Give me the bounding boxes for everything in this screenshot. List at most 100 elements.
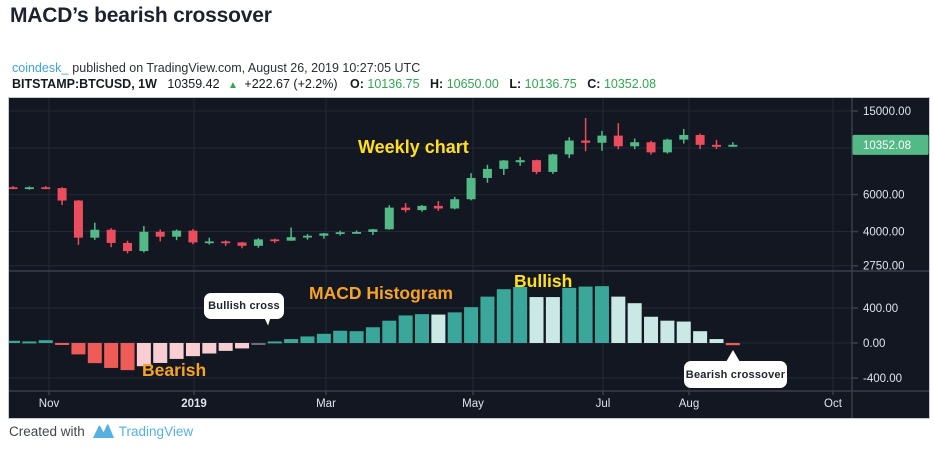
price-chart-plot[interactable]: 15000.00 6000.00 4000.00 2750.00 400.00 0.00 -… [9, 98, 929, 418]
close-value: 10352.08 [603, 77, 657, 91]
candle [564, 140, 574, 155]
candle [139, 231, 149, 252]
candle [417, 205, 427, 211]
macd-bar [611, 296, 626, 343]
tradingview-link[interactable]: TradingView [118, 423, 194, 439]
macd-bar [185, 343, 200, 357]
byline-text: published on TradingView.com, August 26,… [72, 61, 421, 75]
macd-bar [267, 341, 282, 344]
bearish-crossover-text: Bearish crossover [685, 368, 786, 381]
low-label: L: [509, 77, 522, 91]
macd-bar [87, 343, 102, 364]
macd-bar [496, 289, 511, 343]
candle [384, 207, 394, 230]
page-title: MACD’s bearish crossover [10, 4, 272, 27]
macd-bar [300, 336, 315, 343]
price-axis-label: 0.00 [863, 338, 885, 350]
weekly-chart-label: Weekly chart [358, 137, 469, 157]
candle [155, 231, 165, 237]
macd-bar [382, 320, 397, 343]
macd-bar [464, 307, 479, 343]
price-axis-label: 6000.00 [863, 190, 905, 202]
macd-histogram-label: MACD Histogram [309, 283, 453, 303]
macd-bar [676, 321, 691, 343]
candle [532, 160, 542, 172]
callout-tail [726, 350, 740, 362]
price-axis-label: 400.00 [863, 303, 898, 315]
candle [204, 241, 214, 244]
candle [711, 144, 721, 147]
time-axis-label: May [462, 398, 484, 410]
macd-bar [235, 343, 250, 349]
time-axis-label: Nov [39, 398, 60, 410]
macd-bar [38, 340, 53, 343]
macd-bar [562, 287, 577, 343]
candle [368, 229, 378, 233]
footer: Created with TradingView [9, 423, 193, 439]
chart-canvas[interactable]: 15000.00 6000.00 4000.00 2750.00 400.00 0.00 -… [8, 97, 930, 419]
macd-bar [22, 341, 37, 344]
macd-bar [447, 312, 462, 343]
macd-bar [136, 343, 151, 367]
macd-bar [431, 314, 446, 343]
ticker-change: +222.67 (+2.2%) [244, 77, 338, 91]
candle [613, 135, 623, 147]
candle [73, 200, 83, 238]
bullish-cross-text: Bullish cross [208, 300, 280, 312]
candle [499, 160, 509, 169]
macd-bar [349, 331, 364, 343]
bullish-cross-callout: Bullish cross [204, 293, 284, 334]
author-link[interactable]: coindesk_ [12, 61, 69, 75]
close-label: C: [587, 77, 601, 91]
price-badge-label: 10352.08 [863, 140, 911, 152]
tradingview-logo-icon [92, 424, 114, 438]
open-value: 10136.75 [367, 77, 420, 91]
candle [237, 242, 247, 246]
candle [188, 230, 198, 243]
macd-bar [202, 343, 217, 354]
macd-bar [480, 296, 495, 343]
bearish-label: Bearish [142, 360, 207, 380]
price-axis-label: 2750.00 [863, 261, 905, 273]
macd-bar [529, 297, 544, 343]
candle [401, 207, 411, 211]
price-badge [852, 134, 929, 155]
price-axis-label: 4000.00 [863, 227, 905, 239]
candle [352, 232, 362, 234]
macd-bar [644, 316, 659, 343]
candle [253, 239, 263, 246]
bearish-crossover-callout: Bearish crossover [684, 350, 787, 388]
up-arrow-icon: ▲ [228, 80, 238, 91]
macd-bar [398, 315, 413, 343]
macd-bar [218, 343, 233, 351]
macd-bar [725, 343, 740, 346]
high-label: H: [430, 77, 444, 91]
macd-bar [153, 343, 168, 363]
macd-bar [284, 339, 299, 343]
ticker-symbol: BITSTAMP:BTCUSD, 1W [12, 77, 157, 91]
candle [548, 154, 558, 172]
candle [172, 230, 182, 237]
candle [106, 229, 116, 243]
time-axis-label: Mar [316, 398, 336, 410]
bullish-label: Bullish [514, 271, 573, 291]
candle [24, 187, 34, 190]
macd-bar [120, 343, 135, 371]
time-axis-label: Oct [824, 398, 843, 410]
macd-bar [513, 287, 528, 343]
candle [679, 134, 689, 140]
candle [286, 237, 296, 241]
low-value: 10136.75 [524, 77, 577, 91]
candle [41, 187, 51, 190]
macd-bar [55, 343, 70, 345]
macd-bar [627, 303, 642, 343]
macd-bar [104, 343, 119, 368]
candle [57, 188, 67, 201]
ticker-bar: BITSTAMP:BTCUSD, 1W 10359.42 ▲ +222.67 (… [12, 77, 663, 91]
ticker-last-price: 10359.42 [167, 77, 220, 91]
macd-bar [693, 331, 708, 343]
candle [302, 235, 312, 238]
candle [450, 199, 460, 209]
time-axis-label: Aug [679, 398, 699, 410]
